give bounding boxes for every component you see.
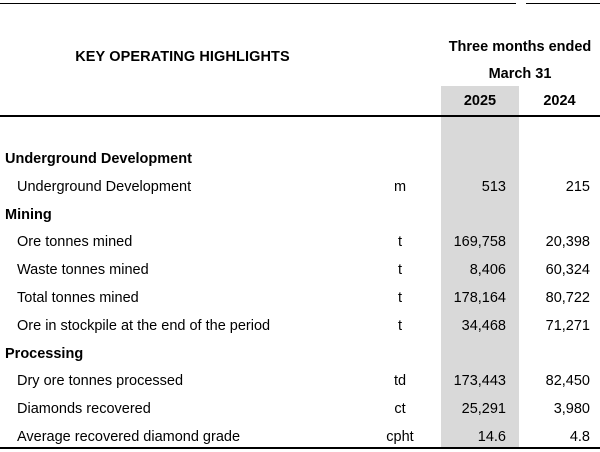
unit-cell: m bbox=[393, 178, 407, 195]
table-row: Underground Development m 513 215 bbox=[0, 173, 600, 201]
value-2024-cell: 80,722 bbox=[545, 290, 590, 306]
table-row: Diamonds recovered ct 25,291 3,980 bbox=[0, 395, 600, 423]
unit-cell: t bbox=[397, 317, 403, 334]
row-label: Ore in stockpile at the end of the perio… bbox=[17, 317, 271, 334]
row-label: Underground Development bbox=[17, 178, 192, 195]
table-row: Ore tonnes mined t 169,758 20,398 bbox=[0, 228, 600, 256]
unit-cell: t bbox=[397, 290, 403, 306]
value-2025-cell: 178,164 bbox=[453, 290, 506, 306]
value-2024-cell: 215 bbox=[565, 178, 590, 195]
row-label: Waste tonnes mined bbox=[17, 262, 149, 279]
section-label: Mining bbox=[5, 206, 52, 223]
row-label: Dry ore tonnes processed bbox=[17, 373, 184, 390]
table-row: Waste tonnes mined t 8,406 60,324 bbox=[0, 256, 600, 284]
value-2024-cell: 3,980 bbox=[553, 401, 590, 418]
current-period-shade bbox=[441, 86, 519, 447]
row-label: Average recovered diamond grade bbox=[17, 429, 241, 445]
row-label: Ore tonnes mined bbox=[17, 234, 133, 251]
value-2025-cell: 8,406 bbox=[469, 262, 506, 279]
value-2024-cell: 60,324 bbox=[545, 262, 590, 279]
value-2024-cell: 4.8 bbox=[569, 429, 590, 445]
value-2025-cell: 513 bbox=[481, 178, 506, 195]
bottom-rule bbox=[0, 447, 600, 449]
table-row: Ore in stockpile at the end of the perio… bbox=[0, 312, 600, 340]
period-heading-line2: March 31 bbox=[488, 66, 552, 82]
row-label: Diamonds recovered bbox=[17, 401, 151, 418]
row-label: Total tonnes mined bbox=[17, 290, 139, 306]
table-title: KEY OPERATING HIGHLIGHTS bbox=[75, 49, 290, 65]
section-header: Mining bbox=[0, 201, 600, 229]
top-rule-gap bbox=[516, 3, 526, 4]
section-header: Underground Development bbox=[0, 145, 600, 173]
section-label: Processing bbox=[5, 345, 84, 362]
table-row: Dry ore tonnes processed td 173,443 82,450 bbox=[0, 367, 600, 395]
value-2024-cell: 20,398 bbox=[545, 234, 590, 251]
value-2025-cell: 173,443 bbox=[453, 373, 506, 390]
value-2025-cell: 169,758 bbox=[453, 234, 506, 251]
value-2024-cell: 82,450 bbox=[545, 373, 590, 390]
unit-cell: t bbox=[397, 234, 403, 251]
year-header-2024: 2024 bbox=[543, 93, 576, 109]
top-rule bbox=[0, 3, 600, 4]
unit-cell: ct bbox=[394, 401, 406, 418]
value-2024-cell: 71,271 bbox=[545, 317, 590, 334]
unit-cell: td bbox=[393, 373, 407, 390]
year-header-2025: 2025 bbox=[463, 93, 497, 109]
value-2025-cell: 34,468 bbox=[461, 317, 506, 334]
table-row: Total tonnes mined t 178,164 80,722 bbox=[0, 284, 600, 312]
unit-cell: cpht bbox=[386, 429, 414, 445]
table-row: Average recovered diamond grade cpht 14.6 4… bbox=[0, 423, 600, 451]
value-2025-cell: 25,291 bbox=[461, 401, 506, 418]
period-heading-line1: Three months ended bbox=[448, 39, 592, 55]
section-header: Processing bbox=[0, 340, 600, 368]
value-2025-cell: 14.6 bbox=[477, 429, 506, 445]
unit-cell: t bbox=[397, 262, 403, 279]
header-rule bbox=[0, 115, 600, 117]
section-label: Underground Development bbox=[5, 151, 192, 167]
